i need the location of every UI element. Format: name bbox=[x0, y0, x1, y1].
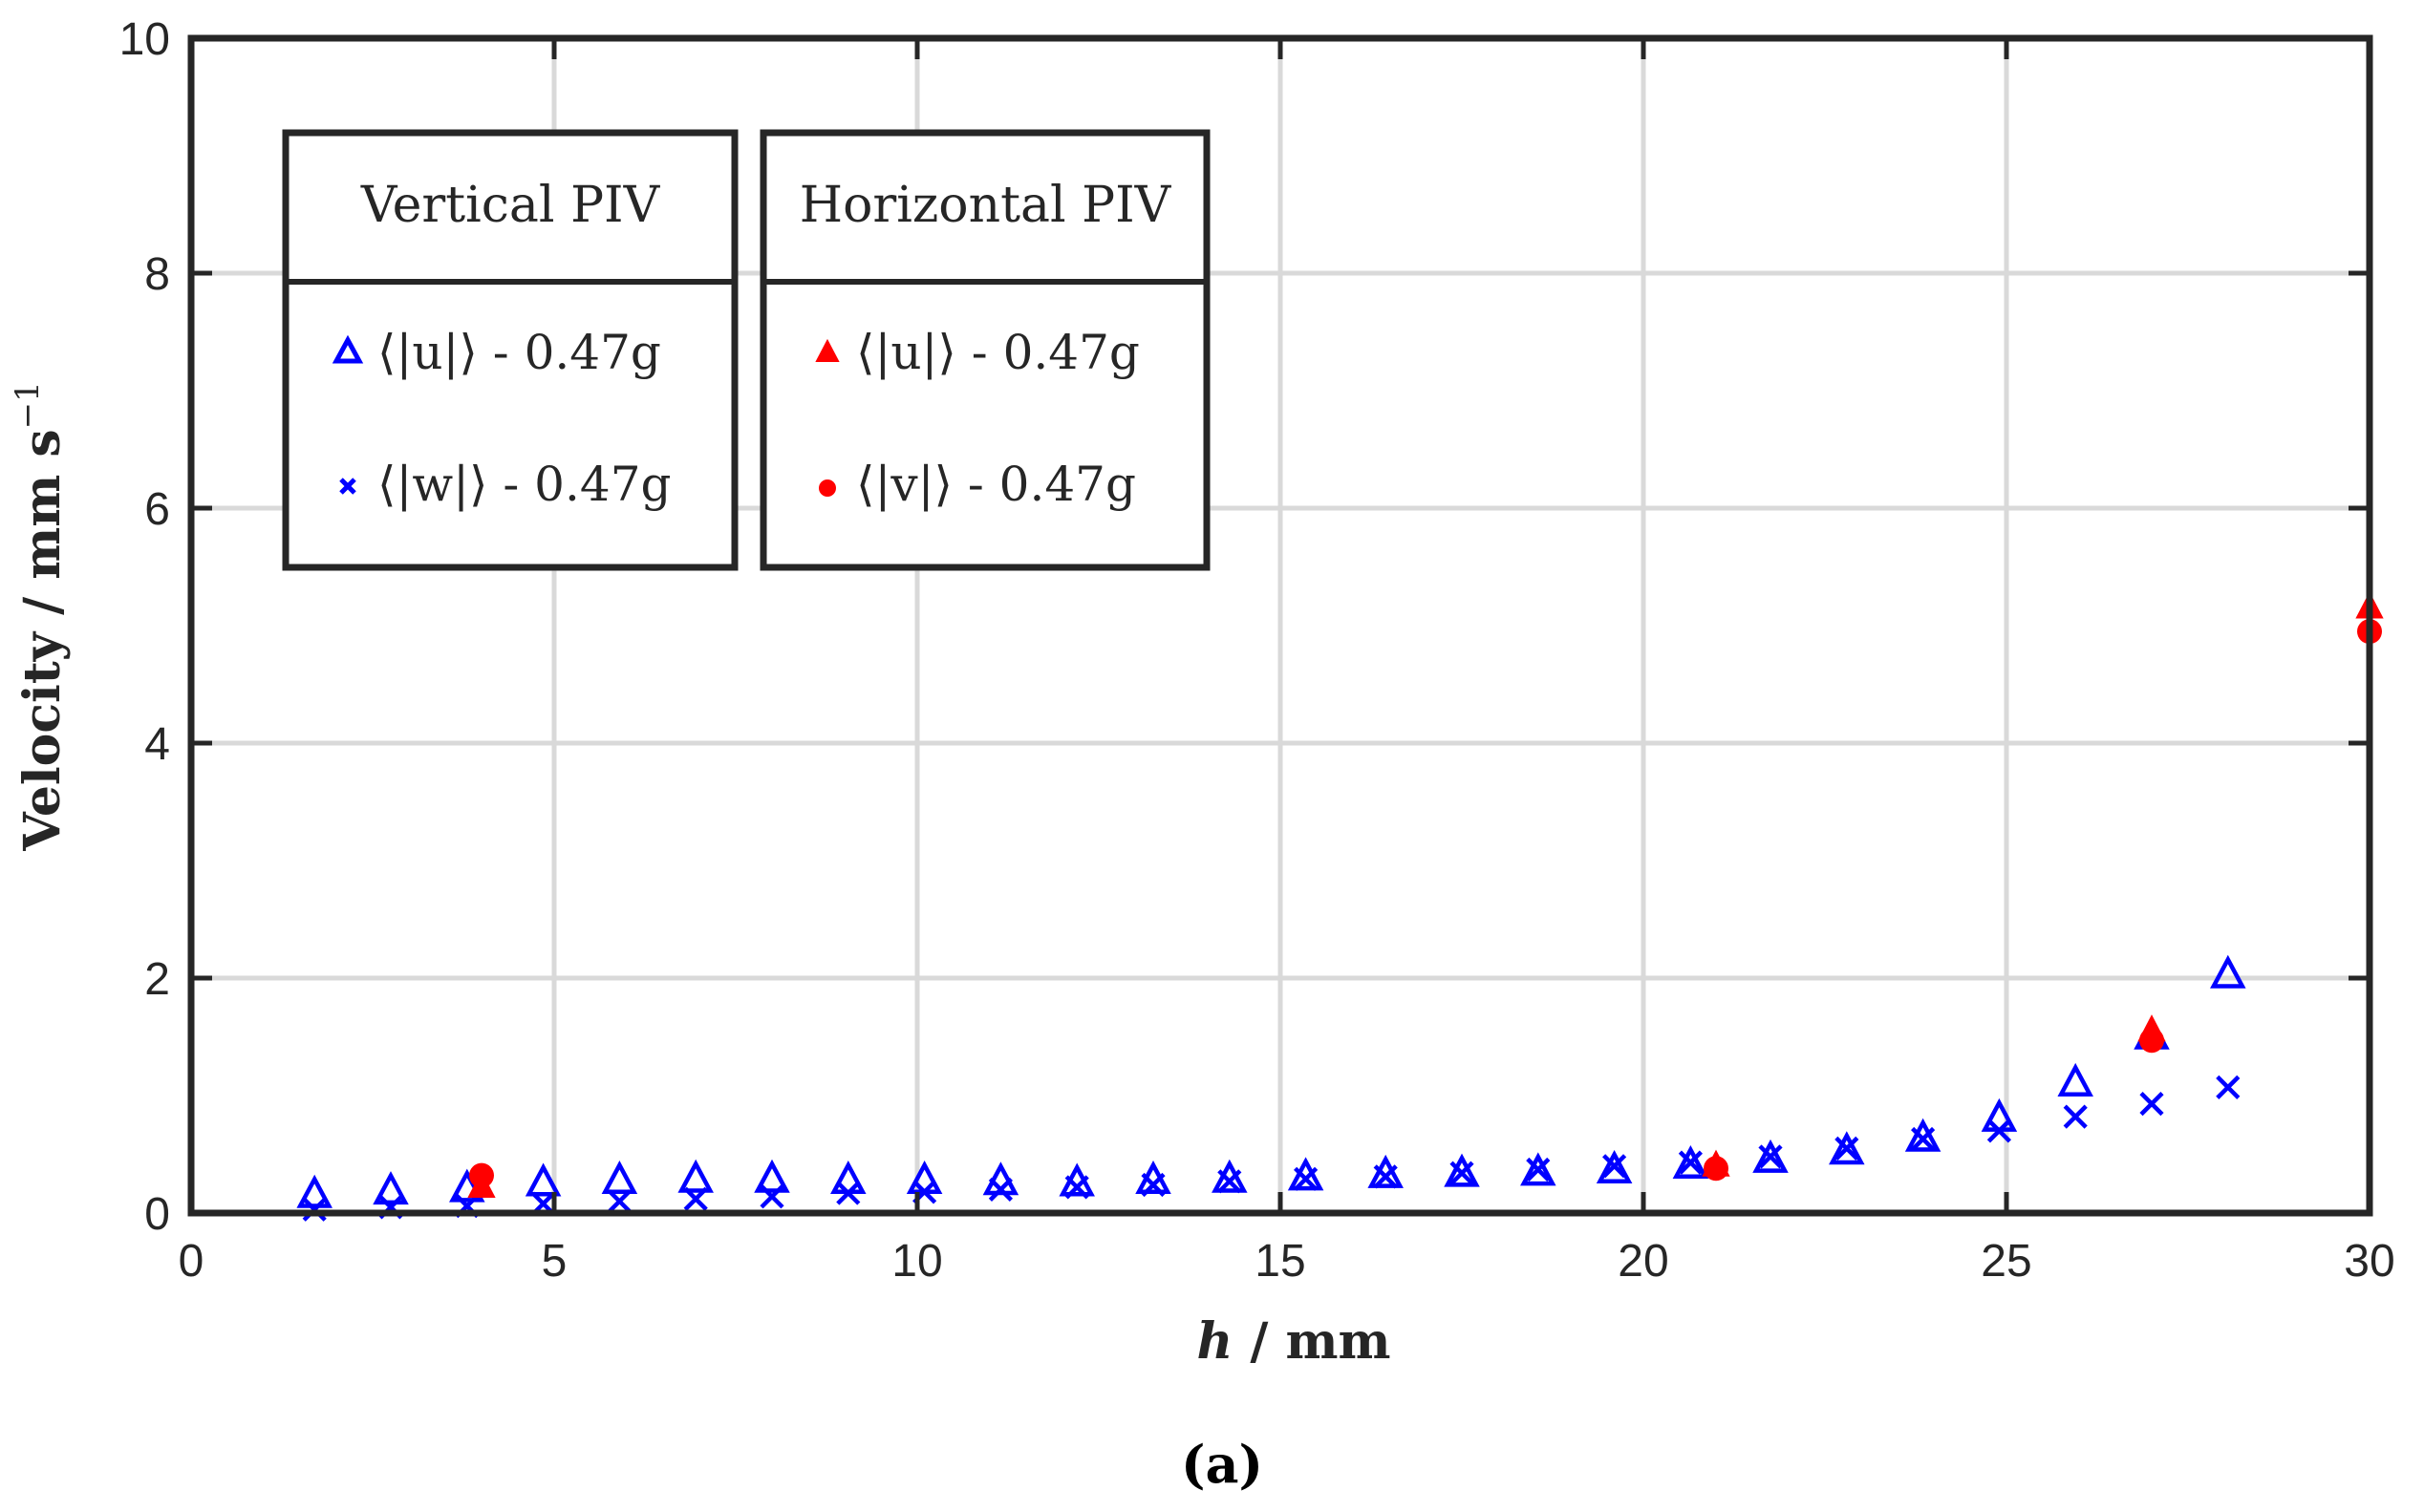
data-point-x bbox=[1758, 1144, 1783, 1169]
y-tick-label: 4 bbox=[144, 719, 170, 770]
data-point-x bbox=[2063, 1104, 2088, 1129]
series-3 bbox=[469, 619, 2382, 1188]
legend-marker-triangle-filled bbox=[815, 338, 840, 362]
y-tick-label: 8 bbox=[144, 249, 170, 300]
data-point-x bbox=[683, 1186, 708, 1211]
series-2 bbox=[467, 591, 2384, 1198]
data-point-triangle-open bbox=[525, 1162, 562, 1197]
data-point-triangle-open bbox=[1212, 1159, 1248, 1193]
data-point-triangle-open bbox=[1672, 1145, 1709, 1180]
x-tick-label: 15 bbox=[1255, 1236, 1305, 1287]
legend: Vertical PIV ⟨|u|⟩ - 0.47g ⟨|w|⟩ - 0.47g… bbox=[282, 129, 1211, 571]
y-tick-label: 6 bbox=[144, 484, 170, 535]
data-point-triangle-open bbox=[906, 1161, 943, 1195]
legend-box-horizontal-piv: Horizontal PIV ⟨|u|⟩ - 0.47g ⟨|v|⟩ - 0.4… bbox=[760, 129, 1211, 571]
data-point-x bbox=[1986, 1118, 2011, 1143]
data-point-x bbox=[1064, 1175, 1089, 1200]
y-axis-label: Velocity / mm s−1 bbox=[9, 381, 72, 852]
data-point-x bbox=[607, 1189, 632, 1214]
data-point-triangle-open bbox=[1904, 1118, 1941, 1152]
legend-title-vertical-piv: Vertical PIV bbox=[360, 177, 661, 234]
data-point-triangle-open bbox=[601, 1161, 638, 1195]
data-point-x bbox=[836, 1181, 861, 1205]
data-point-x bbox=[1373, 1164, 1398, 1189]
x-tick-label: 10 bbox=[891, 1236, 942, 1287]
data-point-triangle-open bbox=[677, 1159, 714, 1193]
x-tick-label: 20 bbox=[1618, 1236, 1668, 1287]
legend-entry-vertical-w: ⟨|w|⟩ - 0.47g bbox=[377, 457, 672, 512]
legend-entry-horizontal-v: ⟨|v|⟩ - 0.47g bbox=[856, 457, 1136, 512]
axis-ticks bbox=[188, 35, 2372, 1216]
data-point-triangle-open bbox=[296, 1174, 332, 1208]
data-point-circle-filled bbox=[469, 1162, 494, 1188]
data-point-x bbox=[2139, 1092, 2164, 1117]
data-point-x bbox=[302, 1197, 327, 1222]
x-axis-label: h / mm bbox=[1196, 1312, 1390, 1371]
data-point-x bbox=[1141, 1172, 1166, 1198]
data-point-triangle-open bbox=[1444, 1153, 1480, 1187]
data-series bbox=[296, 591, 2384, 1222]
legend-box-vertical-piv: Vertical PIV ⟨|u|⟩ - 0.47g ⟨|w|⟩ - 0.47g bbox=[282, 129, 739, 571]
data-point-triangle-open bbox=[1829, 1131, 1865, 1165]
y-tick-label: 0 bbox=[144, 1189, 170, 1240]
data-point-x bbox=[2216, 1075, 2241, 1099]
series-0 bbox=[296, 954, 2246, 1208]
x-tick-label: 30 bbox=[2344, 1236, 2394, 1287]
data-point-circle-filled bbox=[1704, 1156, 1728, 1182]
data-point-triangle-open bbox=[1596, 1149, 1633, 1183]
legend-title-horizontal-piv: Horizontal PIV bbox=[800, 177, 1172, 234]
data-point-x bbox=[1217, 1169, 1242, 1194]
data-point-x bbox=[760, 1184, 784, 1209]
data-point-circle-filled bbox=[2139, 1028, 2164, 1054]
data-point-triangle-open bbox=[1981, 1097, 2018, 1132]
y-tick-label: 10 bbox=[119, 14, 170, 65]
x-tick-label: 0 bbox=[179, 1236, 204, 1287]
legend-marker-circle-filled bbox=[819, 479, 836, 497]
data-point-triangle-open bbox=[373, 1171, 409, 1205]
x-axis-variable: h bbox=[1196, 1312, 1233, 1371]
data-point-triangle-open bbox=[1287, 1157, 1324, 1191]
data-point-x bbox=[988, 1177, 1013, 1202]
legend-entry-horizontal-u: ⟨|u|⟩ - 0.47g bbox=[856, 325, 1140, 380]
data-point-triangle-open bbox=[1752, 1139, 1789, 1173]
data-point-x bbox=[1911, 1126, 1936, 1152]
data-point-triangle-open bbox=[830, 1161, 867, 1195]
legend-marker-x bbox=[339, 478, 356, 495]
x-tick-label: 25 bbox=[1981, 1236, 2031, 1287]
y-tick-label: 2 bbox=[144, 954, 170, 1005]
data-point-triangle-open bbox=[1520, 1152, 1556, 1186]
x-axis-unit: / mm bbox=[1233, 1312, 1390, 1371]
y-axis-label-main: Velocity / mm s bbox=[13, 429, 72, 851]
tick-labels: 0 5 10 15 20 25 30 0 2 4 6 8 10 bbox=[119, 14, 2395, 1287]
data-point-x bbox=[1294, 1166, 1319, 1191]
data-point-x bbox=[1834, 1136, 1859, 1161]
data-point-x bbox=[1449, 1161, 1474, 1185]
y-axis-label-exponent: −1 bbox=[9, 381, 47, 429]
data-point-x bbox=[1678, 1150, 1703, 1175]
legend-marker-triangle-open bbox=[332, 334, 364, 364]
legend-entry-vertical-u: ⟨|u|⟩ - 0.47g bbox=[377, 325, 661, 380]
figure-caption: (a) bbox=[1181, 1434, 1263, 1495]
data-point-x bbox=[1602, 1154, 1627, 1179]
x-tick-label: 5 bbox=[542, 1236, 568, 1287]
data-point-triangle-open bbox=[2057, 1062, 2093, 1097]
data-point-triangle-open bbox=[2210, 954, 2246, 989]
data-point-triangle-open bbox=[754, 1159, 790, 1193]
data-point-x bbox=[1526, 1157, 1551, 1182]
series-1 bbox=[302, 1075, 2241, 1222]
data-point-triangle-open bbox=[1367, 1154, 1404, 1188]
